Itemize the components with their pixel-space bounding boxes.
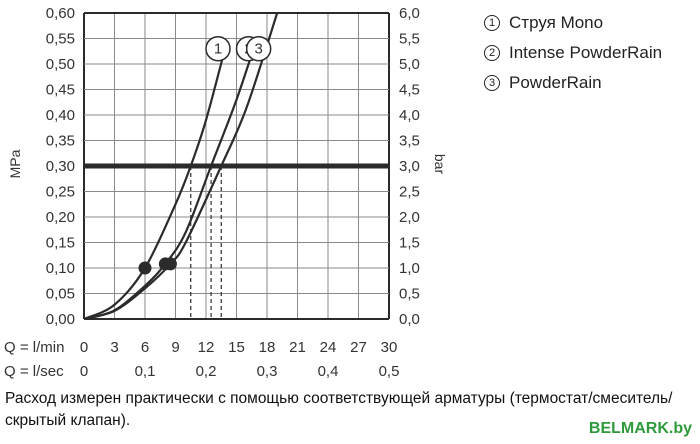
series-point-1 (138, 261, 152, 275)
series-line-3 (83, 12, 279, 321)
x-axis-label-lsec: Q = l/sec (4, 363, 64, 380)
y-left-tick-label: 0,60 (46, 5, 75, 22)
y-left-tick-label: 0,10 (46, 260, 75, 277)
y-right-tick-label: 5,5 (399, 31, 420, 48)
y-right-tick-label: 2,0 (399, 209, 420, 226)
legend-label-mono: Струя Mono (509, 13, 604, 32)
y-right-axis-label: bar (432, 154, 448, 175)
legend-marker-1: 1 (484, 15, 500, 31)
y-right-tick-label: 5,0 (399, 56, 420, 73)
y-left-tick-label: 0,00 (46, 311, 75, 328)
x-tick-label-lsec: 0,2 (196, 363, 217, 380)
series-marker-circle-3 (245, 35, 272, 62)
x-axis-label-lmin: Q = l/min (4, 339, 64, 356)
x-tick-label-lsec: 0,5 (379, 363, 400, 380)
y-left-tick-label: 0,25 (46, 184, 75, 201)
legend-label-intense-powderrain: Intense PowderRain (509, 43, 663, 62)
series-marker-label-3: 3 (254, 41, 262, 58)
reference-layer (84, 163, 389, 319)
series-line-2 (83, 38, 258, 321)
x-tick-label-lmin: 24 (320, 339, 337, 356)
y-left-tick-label: 0,40 (46, 107, 75, 124)
y-right-tick-label: 0,5 (399, 286, 420, 303)
y-left-tick-label: 0,20 (46, 209, 75, 226)
x-tick-label-lmin: 3 (110, 339, 118, 356)
y-left-tick-label: 0,35 (46, 133, 75, 150)
y-right-tick-label: 0,0 (399, 311, 420, 328)
legend: 1 Струя Mono 2 Intense PowderRain 3 Powd… (484, 8, 700, 98)
legend-item-mono: 1 Струя Mono (484, 8, 700, 38)
y-left-tick-label: 0,55 (46, 31, 75, 48)
y-left-tick-label: 0,45 (46, 82, 75, 99)
tick-labels-layer: 0 3 6 9 12 15 18 21 24 27 30 0 0,1 0,2 0,3 0,4 0,5 0,00 0,… (46, 5, 420, 380)
y-left-tick-label: 0,50 (46, 56, 75, 73)
x-tick-label-lsec: 0,3 (257, 363, 278, 380)
legend-item-powderrain: 3 PowderRain (484, 68, 700, 98)
series-marker-circle-1 (205, 35, 231, 62)
y-left-tick-label: 0,05 (46, 286, 75, 303)
series-marker-label-1: 1 (214, 41, 222, 58)
y-right-tick-label: 4,5 (399, 82, 420, 99)
series-line-1 (83, 43, 228, 321)
legend-label-powderrain: PowderRain (509, 73, 602, 92)
y-right-tick-label: 3,0 (399, 158, 420, 175)
y-right-tick-label: 6,0 (399, 5, 420, 22)
watermark: BELMARK.by (588, 420, 692, 437)
x-tick-label-lmin: 18 (259, 339, 276, 356)
y-left-axis-label: MPa (7, 149, 23, 178)
x-tick-label-lsec: 0 (80, 363, 88, 380)
x-tick-label-lmin: 9 (171, 339, 179, 356)
x-tick-label-lmin: 12 (198, 339, 215, 356)
x-tick-label-lmin: 15 (228, 339, 245, 356)
legend-marker-2: 2 (484, 45, 500, 61)
x-tick-label-lmin: 0 (80, 339, 88, 356)
x-tick-label-lmin: 6 (141, 339, 149, 356)
y-right-tick-label: 2,5 (399, 184, 420, 201)
x-tick-label-lmin: 30 (381, 339, 398, 356)
series-point-3 (163, 257, 177, 271)
y-left-tick-label: 0,15 (46, 235, 75, 252)
x-tick-label-lsec: 0,1 (135, 363, 156, 380)
x-tick-label-lsec: 0,4 (318, 363, 339, 380)
y-right-tick-label: 3,5 (399, 133, 420, 150)
x-tick-label-lmin: 27 (350, 339, 367, 356)
chart-caption: Расход измерен практически с помощью соо… (5, 390, 673, 429)
y-left-tick-label: 0,30 (46, 158, 75, 175)
y-right-tick-label: 4,0 (399, 107, 420, 124)
legend-item-intense-powderrain: 2 Intense PowderRain (484, 38, 700, 68)
y-right-tick-label: 1,5 (399, 235, 420, 252)
y-right-tick-label: 1,0 (399, 260, 420, 277)
legend-marker-3: 3 (484, 75, 500, 91)
x-tick-label-lmin: 21 (289, 339, 306, 356)
curves-layer: 123 (83, 12, 279, 321)
